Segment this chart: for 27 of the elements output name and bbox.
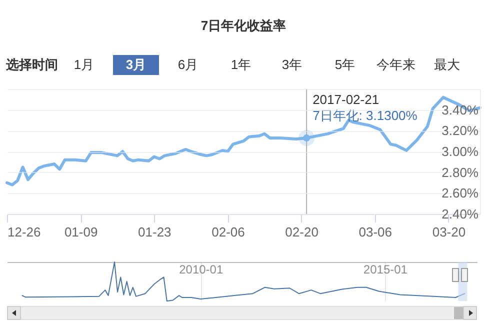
text: 6月 xyxy=(176,56,200,74)
text: 3年 xyxy=(280,56,304,74)
x-tick-label: 2015-01 xyxy=(363,262,408,276)
text: 1年 xyxy=(230,56,252,74)
x-tick-label: 01-09 xyxy=(64,224,98,240)
x-tick-label: 12-26 xyxy=(8,224,41,240)
y-tick-label: 3.40% xyxy=(442,102,479,118)
text: 最大 xyxy=(433,56,461,74)
y-tick-label: 2.60% xyxy=(442,186,479,201)
x-tick-label: 02-20 xyxy=(285,224,318,240)
text: 选择时间 xyxy=(5,56,59,74)
x-tick-label: 02-06 xyxy=(212,224,245,240)
x-tick-label: 03-06 xyxy=(358,224,392,240)
x-tick-label: 03-20 xyxy=(432,224,466,240)
annotation: 2017-02-21 7日年化: 3.1300% xyxy=(312,92,418,123)
y-tick-label: 3.00% xyxy=(442,144,479,159)
line-series xyxy=(6,96,482,186)
text: 5年 xyxy=(334,56,356,74)
y-tick-label: 3.20% xyxy=(442,123,479,138)
y-tick-label: 2.80% xyxy=(442,164,479,180)
text: 3月 xyxy=(113,55,159,75)
text: 今年来 xyxy=(376,56,416,74)
x-tick-label: 01-23 xyxy=(138,224,172,240)
chart-title: 7日年化收益率 xyxy=(200,18,286,33)
x-tick-label: 2010-01 xyxy=(179,262,224,276)
y-tick-label: 2.40% xyxy=(442,206,479,222)
text: 1月 xyxy=(72,56,96,74)
